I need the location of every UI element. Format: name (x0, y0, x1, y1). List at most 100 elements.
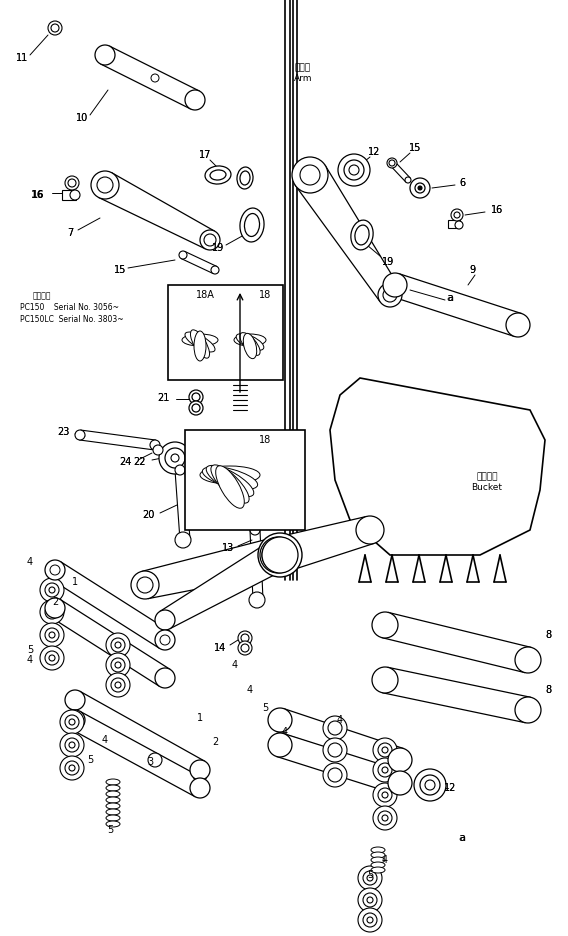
Text: 19: 19 (382, 257, 394, 267)
Text: 1: 1 (72, 577, 78, 587)
Circle shape (40, 600, 64, 624)
Polygon shape (277, 734, 404, 795)
Text: 24: 24 (119, 457, 131, 467)
Circle shape (131, 571, 159, 599)
Text: 18A: 18A (195, 290, 215, 300)
Circle shape (323, 738, 347, 762)
Circle shape (60, 710, 84, 734)
Text: 4: 4 (102, 735, 108, 745)
Ellipse shape (237, 167, 253, 189)
Circle shape (65, 710, 85, 730)
Polygon shape (80, 430, 156, 450)
Circle shape (65, 738, 79, 752)
Circle shape (115, 642, 121, 648)
Circle shape (65, 761, 79, 775)
Text: 3: 3 (147, 757, 153, 767)
Ellipse shape (185, 332, 215, 352)
Text: 19: 19 (212, 243, 224, 253)
Circle shape (106, 673, 130, 697)
Ellipse shape (243, 333, 257, 358)
Polygon shape (49, 600, 170, 686)
Circle shape (367, 897, 373, 903)
Text: 4: 4 (27, 655, 33, 665)
Circle shape (382, 767, 388, 773)
Text: バケット
Bucket: バケット Bucket (471, 473, 503, 491)
Ellipse shape (106, 809, 120, 815)
Circle shape (420, 775, 440, 795)
Polygon shape (276, 709, 404, 771)
Circle shape (49, 609, 55, 615)
Ellipse shape (372, 667, 398, 693)
Text: 4: 4 (232, 660, 238, 670)
Circle shape (49, 655, 55, 661)
Circle shape (189, 390, 203, 404)
Circle shape (111, 658, 125, 672)
Circle shape (414, 769, 446, 801)
Circle shape (192, 393, 200, 401)
Text: 12: 12 (368, 147, 380, 157)
Ellipse shape (216, 466, 244, 508)
Ellipse shape (234, 334, 266, 346)
Circle shape (238, 641, 252, 655)
Circle shape (410, 178, 430, 198)
Text: 23: 23 (57, 427, 69, 437)
Text: 9: 9 (469, 265, 475, 275)
Text: 備用号簿: 備用号簿 (33, 291, 52, 300)
Circle shape (388, 748, 412, 772)
Text: 8: 8 (545, 685, 551, 695)
Ellipse shape (95, 45, 115, 65)
Text: 16: 16 (491, 205, 503, 215)
Ellipse shape (180, 535, 190, 545)
Circle shape (378, 811, 392, 825)
Circle shape (65, 690, 85, 710)
Text: 4: 4 (27, 557, 33, 567)
Circle shape (190, 778, 210, 798)
Text: 14: 14 (214, 643, 226, 653)
Ellipse shape (405, 177, 411, 183)
Circle shape (358, 888, 382, 912)
Ellipse shape (515, 647, 541, 673)
Text: 7: 7 (67, 228, 73, 238)
Circle shape (378, 763, 392, 777)
Circle shape (328, 743, 342, 757)
Circle shape (60, 733, 84, 757)
Ellipse shape (179, 251, 187, 259)
Circle shape (69, 765, 75, 771)
Circle shape (155, 668, 175, 688)
Ellipse shape (240, 208, 264, 242)
Ellipse shape (185, 90, 205, 110)
Text: 10: 10 (76, 113, 88, 123)
Ellipse shape (106, 797, 120, 803)
Text: 12: 12 (368, 147, 380, 157)
Text: 5: 5 (262, 703, 268, 713)
Circle shape (204, 234, 216, 246)
Circle shape (155, 610, 175, 630)
Text: 11: 11 (16, 53, 28, 63)
Ellipse shape (210, 170, 226, 180)
Circle shape (373, 783, 397, 807)
Ellipse shape (240, 171, 250, 185)
Ellipse shape (106, 779, 120, 785)
Circle shape (115, 662, 121, 668)
Ellipse shape (372, 612, 398, 638)
Circle shape (367, 917, 373, 923)
Circle shape (338, 154, 370, 186)
Text: 8: 8 (545, 630, 551, 640)
Circle shape (49, 587, 55, 593)
Circle shape (268, 708, 292, 732)
Circle shape (373, 758, 397, 782)
Polygon shape (153, 753, 202, 782)
Text: PC150    Serial No. 3056~: PC150 Serial No. 3056~ (20, 303, 119, 313)
Circle shape (388, 771, 412, 795)
Circle shape (111, 678, 125, 692)
Text: 2: 2 (52, 597, 58, 607)
Circle shape (241, 644, 249, 652)
Polygon shape (275, 517, 374, 572)
Text: 16: 16 (32, 190, 44, 200)
Circle shape (137, 577, 153, 593)
Text: 4: 4 (337, 715, 343, 725)
Polygon shape (160, 541, 286, 629)
Text: 13: 13 (222, 543, 234, 553)
Ellipse shape (389, 160, 395, 166)
Text: 5: 5 (27, 645, 33, 655)
